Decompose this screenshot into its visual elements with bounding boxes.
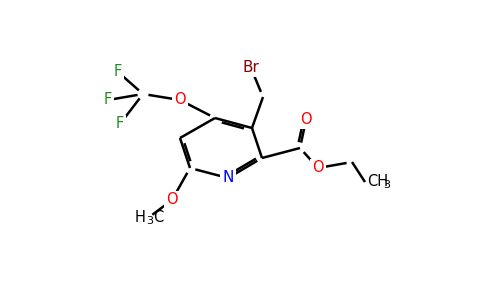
Text: F: F — [116, 116, 124, 131]
Text: H: H — [135, 211, 146, 226]
Text: F: F — [104, 92, 112, 107]
Text: N: N — [222, 170, 234, 185]
Text: O: O — [166, 193, 178, 208]
Text: 3: 3 — [146, 216, 153, 226]
Text: Br: Br — [242, 61, 259, 76]
Text: 3: 3 — [383, 180, 390, 190]
Text: O: O — [300, 112, 312, 128]
Text: O: O — [174, 92, 186, 107]
Text: CH: CH — [367, 175, 388, 190]
Text: O: O — [312, 160, 324, 175]
Text: F: F — [114, 64, 122, 80]
Text: C: C — [153, 211, 163, 226]
